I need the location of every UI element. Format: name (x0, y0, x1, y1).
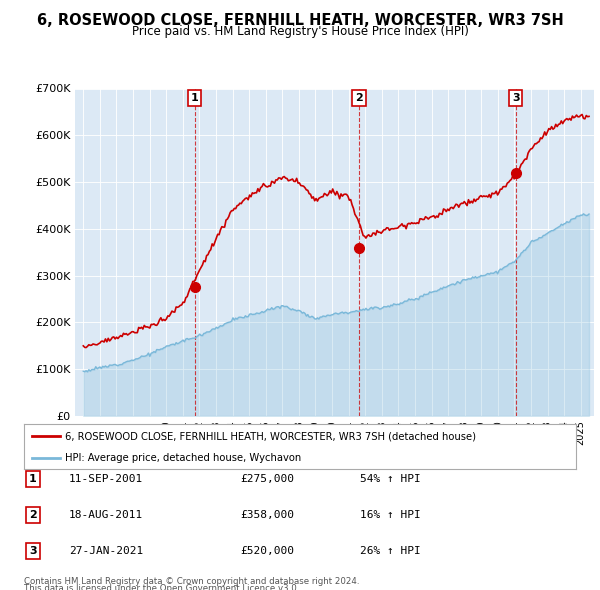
Text: 1: 1 (29, 474, 37, 484)
Text: 16% ↑ HPI: 16% ↑ HPI (360, 510, 421, 520)
Text: HPI: Average price, detached house, Wychavon: HPI: Average price, detached house, Wych… (65, 453, 302, 463)
Text: This data is licensed under the Open Government Licence v3.0.: This data is licensed under the Open Gov… (24, 584, 299, 590)
Text: 2: 2 (355, 93, 363, 103)
Text: 6, ROSEWOOD CLOSE, FERNHILL HEATH, WORCESTER, WR3 7SH (detached house): 6, ROSEWOOD CLOSE, FERNHILL HEATH, WORCE… (65, 431, 476, 441)
Text: 18-AUG-2011: 18-AUG-2011 (69, 510, 143, 520)
Text: 3: 3 (29, 546, 37, 556)
Text: £520,000: £520,000 (240, 546, 294, 556)
Text: 54% ↑ HPI: 54% ↑ HPI (360, 474, 421, 484)
Text: 3: 3 (512, 93, 520, 103)
Text: £275,000: £275,000 (240, 474, 294, 484)
Text: 11-SEP-2001: 11-SEP-2001 (69, 474, 143, 484)
Text: £358,000: £358,000 (240, 510, 294, 520)
Text: Price paid vs. HM Land Registry's House Price Index (HPI): Price paid vs. HM Land Registry's House … (131, 25, 469, 38)
Text: 2: 2 (29, 510, 37, 520)
Text: 6, ROSEWOOD CLOSE, FERNHILL HEATH, WORCESTER, WR3 7SH: 6, ROSEWOOD CLOSE, FERNHILL HEATH, WORCE… (37, 13, 563, 28)
Text: 1: 1 (191, 93, 199, 103)
Text: Contains HM Land Registry data © Crown copyright and database right 2024.: Contains HM Land Registry data © Crown c… (24, 577, 359, 586)
Text: 27-JAN-2021: 27-JAN-2021 (69, 546, 143, 556)
Text: 26% ↑ HPI: 26% ↑ HPI (360, 546, 421, 556)
